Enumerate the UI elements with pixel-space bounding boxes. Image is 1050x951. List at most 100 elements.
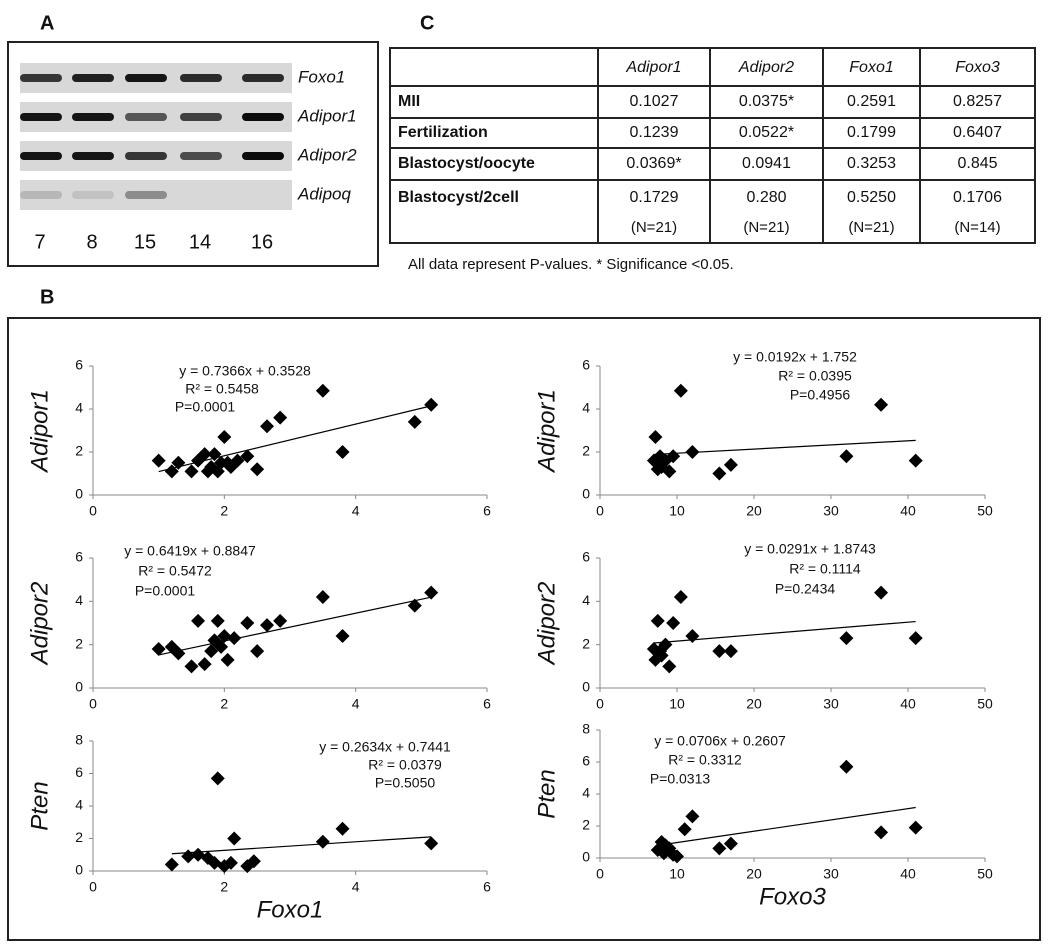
annotation: y = 0.6419x + 0.8847	[124, 543, 256, 559]
data-point	[197, 657, 212, 672]
y-tick-label: 4	[75, 400, 83, 416]
table-border	[389, 47, 1036, 244]
data-point	[712, 466, 727, 481]
x-tick-label: 40	[900, 503, 916, 519]
y-axis-label: Adipor1	[26, 389, 53, 474]
data-point	[240, 616, 255, 630]
annotation: P=0.0001	[135, 583, 196, 599]
table-n: (N=21)	[631, 219, 677, 236]
x-tick-label: 50	[977, 696, 993, 712]
trendline	[171, 836, 432, 855]
x-tick-label: 10	[669, 866, 685, 882]
lane-label: 15	[134, 231, 156, 253]
data-point	[260, 419, 275, 434]
data-point	[673, 590, 688, 604]
y-axis-label: Pten	[533, 769, 560, 818]
data-point	[315, 834, 330, 849]
y-tick-label: 8	[75, 732, 83, 748]
gel-band	[242, 113, 284, 121]
data-point	[197, 447, 212, 462]
data-point	[171, 646, 186, 661]
y-tick-label: 2	[582, 443, 590, 459]
annotation: P=0.0313	[650, 771, 711, 787]
y-tick-label: 2	[582, 817, 590, 833]
annotation: R² = 0.0379	[368, 757, 442, 773]
y-axis-label: Pten	[26, 781, 53, 830]
x-tick-label: 2	[220, 696, 228, 712]
data-point	[164, 464, 179, 479]
data-point	[662, 464, 677, 479]
y-tick-label: 6	[582, 753, 590, 769]
x-tick-label: 40	[900, 696, 916, 712]
table-cell: 0.5250	[847, 189, 896, 206]
lane-label: 7	[34, 231, 45, 253]
data-point	[227, 831, 242, 846]
gel-band	[125, 152, 167, 160]
y-axis-label: Adipor1	[533, 389, 560, 474]
gel-band	[125, 191, 167, 199]
annotation: y = 0.0291x + 1.8743	[744, 541, 876, 557]
data-point	[685, 809, 700, 824]
data-point	[207, 447, 222, 462]
x-tick-label: 10	[669, 696, 685, 712]
x-tick-label: 40	[900, 866, 916, 882]
data-point	[874, 825, 889, 840]
table-n: (N=21)	[848, 219, 894, 236]
table-cell: 0.280	[746, 189, 786, 206]
data-point	[217, 629, 232, 643]
scatter-frame	[7, 317, 1041, 941]
annotation: R² = 0.3312	[668, 752, 742, 768]
x-tick-label: 4	[352, 503, 360, 519]
x-tick-label: 6	[483, 879, 491, 895]
x-tick-label: 50	[977, 503, 993, 519]
annotation: P=0.5050	[375, 775, 436, 791]
data-point	[666, 449, 681, 464]
x-tick-label: 0	[89, 503, 97, 519]
annotation: R² = 0.0395	[778, 368, 852, 384]
data-point	[424, 836, 439, 851]
table-cell: 0.1799	[847, 124, 896, 141]
table-cell: 0.6407	[953, 124, 1002, 141]
data-point	[712, 841, 727, 856]
data-point	[335, 821, 350, 836]
data-point	[648, 429, 663, 444]
annotation: P=0.0001	[175, 399, 236, 415]
trendline	[653, 620, 916, 644]
data-point	[650, 613, 665, 628]
data-point	[230, 453, 245, 468]
data-point	[407, 598, 422, 613]
y-tick-label: 0	[75, 679, 83, 695]
y-axis-label: Adipor2	[533, 582, 560, 667]
annotation: R² = 0.5458	[185, 381, 259, 397]
x-tick-label: 20	[746, 866, 762, 882]
table-header: Foxo3	[955, 59, 1000, 76]
annotation: y = 0.0192x + 1.752	[733, 349, 857, 365]
data-point	[908, 820, 923, 835]
x-tick-label: 6	[483, 696, 491, 712]
data-point	[273, 410, 288, 425]
gel-band	[125, 113, 167, 121]
x-tick-label: 4	[352, 879, 360, 895]
gel-band	[180, 74, 222, 82]
data-point	[874, 397, 889, 412]
y-tick-label: 0	[582, 486, 590, 502]
data-point	[335, 445, 350, 459]
x-tick-label: 0	[596, 866, 604, 882]
x-tick-label: 30	[823, 866, 839, 882]
data-point	[250, 462, 265, 477]
data-point	[246, 854, 261, 869]
data-point	[685, 629, 700, 643]
y-tick-label: 6	[75, 549, 83, 565]
y-tick-label: 4	[75, 797, 83, 813]
panel-label: A	[40, 12, 54, 34]
table-cell: 0.1729	[630, 189, 679, 206]
x-tick-label: 30	[823, 503, 839, 519]
gene-label: Adipor1	[297, 106, 357, 125]
annotation: y = 0.7366x + 0.3528	[179, 363, 311, 379]
data-point	[273, 613, 288, 628]
x-tick-label: 2	[220, 503, 228, 519]
table-cell: 0.845	[957, 155, 997, 172]
gel-band	[72, 152, 114, 160]
